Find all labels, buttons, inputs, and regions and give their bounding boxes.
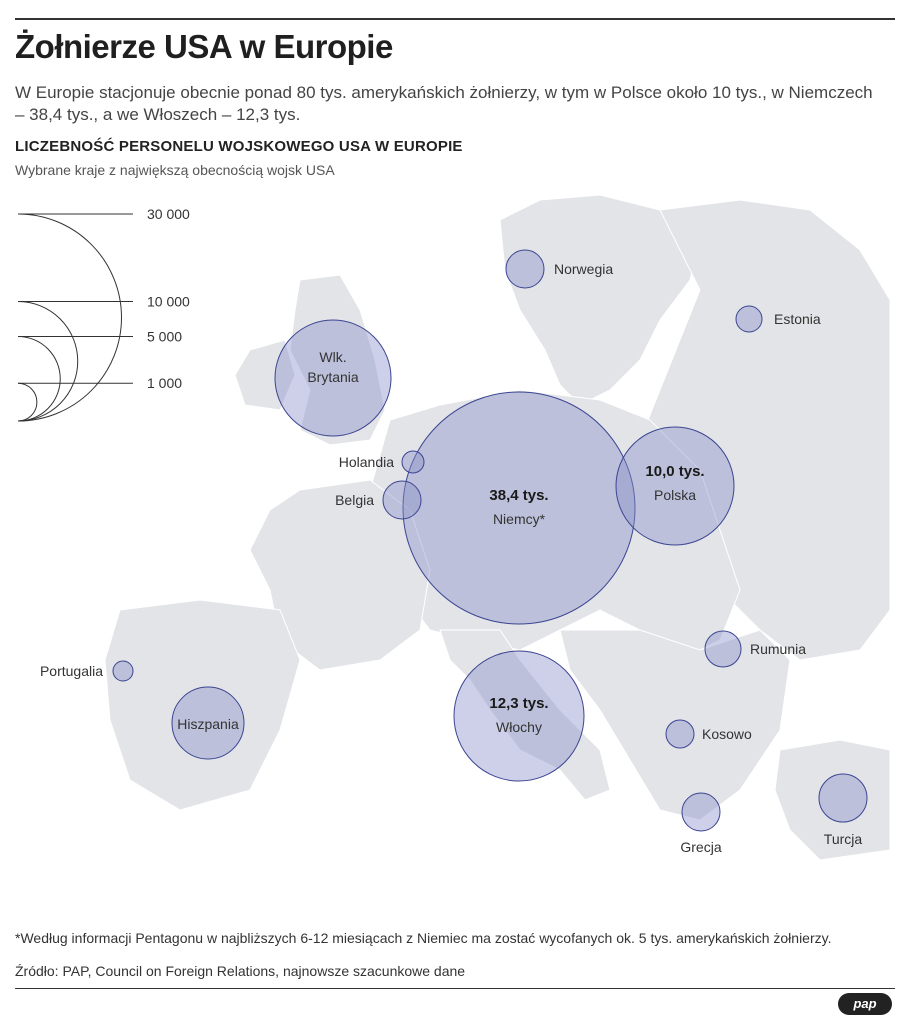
- bubble-country-label: Wlk.: [319, 349, 346, 365]
- bubble-belgia: [382, 480, 422, 520]
- bubble-country-label: Turcja: [824, 831, 863, 847]
- land-shapes: [104, 194, 891, 861]
- map-subtitle: Wybrane kraje z największą obecnością wo…: [15, 162, 335, 178]
- bubble-hiszpania: [171, 686, 245, 760]
- legend: 30 000 10 000 5 000 1 000: [17, 206, 190, 422]
- bubble-country-label: Włochy: [496, 719, 542, 735]
- bubble-country-label: Rumunia: [750, 641, 806, 657]
- bubble-country-label: Brytania: [307, 369, 359, 385]
- bubble-włochy: [453, 650, 585, 782]
- land-scandinavia: [499, 194, 701, 406]
- legend-circle: [17, 213, 122, 422]
- land-iberia: [104, 599, 301, 811]
- bottom-rule: [15, 988, 895, 989]
- bubble-norwegia: [505, 249, 545, 289]
- bubble-country-label: Belgia: [335, 492, 374, 508]
- page-title: Żołnierze USA w Europie: [15, 28, 393, 65]
- bubble-holandia: [401, 450, 425, 474]
- bubble-value-label: 38,4 tys.: [489, 487, 548, 504]
- land-balkans: [559, 629, 791, 821]
- bubble-country-label: Estonia: [774, 311, 821, 327]
- land-turkey: [774, 739, 891, 861]
- page-subtitle: W Europie stacjonuje obecnie ponad 80 ty…: [15, 83, 873, 124]
- bubble-country-label: Niemcy*: [493, 511, 546, 527]
- bubble-polska: [615, 426, 735, 546]
- top-rule: [15, 18, 895, 20]
- bubble-niemcy: [402, 391, 636, 625]
- pap-logo: pap: [838, 993, 892, 1015]
- bubble-grecja: [681, 792, 721, 832]
- legend-circle: [17, 382, 38, 422]
- europe-map: 30 000 10 000 5 000 1 000 38,4 tys. Niemcy* 1…: [17, 194, 891, 861]
- bubble-country-label: Portugalia: [40, 663, 103, 679]
- legend-label: 1 000: [147, 375, 182, 391]
- bubble-country-label: Holandia: [339, 454, 394, 470]
- footnote: *Według informacji Pentagonu w najbliższ…: [15, 930, 832, 946]
- bubble-estonia: [735, 305, 763, 333]
- map-title: LICZEBNOŚĆ PERSONELU WOJSKOWEGO USA W EU…: [15, 138, 463, 155]
- bubble-rumunia: [704, 630, 742, 668]
- legend-label: 10 000: [147, 293, 190, 309]
- bubbles: 38,4 tys. Niemcy* 12,3 tys. Włochy 10,0 tys.…: [40, 249, 868, 855]
- bubble-turcja: [818, 773, 868, 823]
- bubble-country-label: Grecja: [680, 839, 721, 855]
- bubble-value-label: 10,0 tys.: [645, 463, 704, 480]
- bubble-portugalia: [112, 660, 134, 682]
- legend-circle: [17, 335, 61, 422]
- bubble-wlk-brytania: [274, 319, 392, 437]
- land-italy: [439, 629, 611, 801]
- land-ireland: [234, 339, 296, 411]
- legend-label: 30 000: [147, 206, 190, 222]
- bubble-country-label: Hiszpania: [177, 716, 239, 732]
- land-britain: [289, 274, 386, 446]
- bubble-value-label: 12,3 tys.: [489, 695, 548, 712]
- source-note: Źródło: PAP, Council on Foreign Relation…: [15, 963, 466, 979]
- bubble-country-label: Kosowo: [702, 726, 752, 742]
- bubble-kosowo: [665, 719, 695, 749]
- bubble-country-label: Polska: [654, 487, 696, 503]
- legend-label: 5 000: [147, 328, 182, 344]
- legend-circle: [17, 300, 79, 422]
- bubble-country-label: Norwegia: [554, 261, 613, 277]
